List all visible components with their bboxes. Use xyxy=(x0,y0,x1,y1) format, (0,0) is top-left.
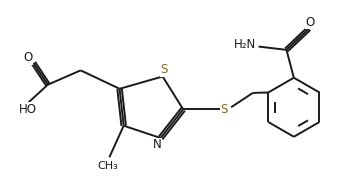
Text: S: S xyxy=(160,63,167,76)
Text: CH₃: CH₃ xyxy=(97,161,118,171)
Text: HO: HO xyxy=(19,103,37,116)
Text: S: S xyxy=(221,103,228,116)
Text: O: O xyxy=(305,16,314,29)
Text: O: O xyxy=(23,51,33,64)
Text: H₂N: H₂N xyxy=(234,38,257,51)
Text: N: N xyxy=(153,139,162,152)
